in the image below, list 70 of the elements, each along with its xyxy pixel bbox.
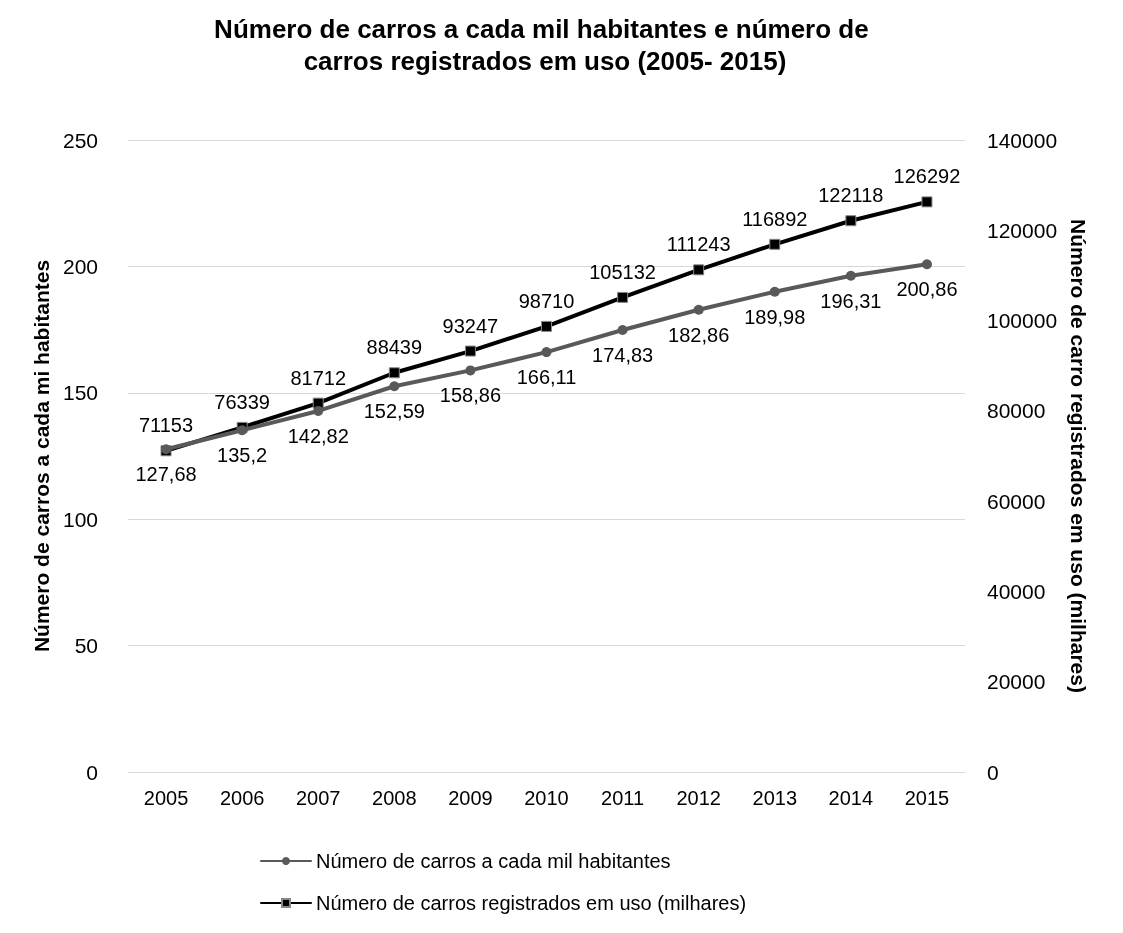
y-tick-label: 200: [62, 254, 98, 278]
x-tick-label: 2006: [219, 787, 265, 809]
data-label: 98710: [518, 289, 575, 312]
data-label: 127,68: [135, 463, 197, 486]
x-tick-label: 2013: [752, 787, 798, 809]
y-tick-label: 250: [62, 128, 98, 152]
data-label: 158,86: [439, 384, 501, 407]
point: [465, 365, 476, 376]
data-label: 111243: [666, 233, 731, 256]
data-label: 81712: [290, 366, 347, 389]
y-tick-label: 50: [74, 634, 98, 658]
y2-axis-title: Número de carro registrados em uso (milhares): [1066, 219, 1090, 693]
point: [313, 405, 324, 416]
point: [237, 425, 248, 436]
data-label: 71153: [138, 414, 194, 437]
point: [541, 320, 552, 332]
data-label: 174,83: [592, 344, 654, 367]
point: [845, 270, 856, 281]
y-axis-title: Número de carros a cada mi habitantes: [30, 259, 54, 653]
y2-tick-label: 40000: [987, 579, 1046, 603]
x-tick-label: 2014: [828, 787, 874, 809]
y-tick-label: 150: [62, 381, 98, 405]
point: [845, 215, 857, 227]
point: [769, 238, 781, 250]
x-tick-label: 2009: [448, 787, 493, 809]
x-tick-label: 2011: [601, 787, 645, 809]
data-label: 126292: [893, 165, 961, 188]
x-tick-label: 2010: [524, 787, 569, 809]
y2-tick-label: 0: [987, 760, 999, 784]
x-tick-label: 2008: [372, 787, 417, 809]
chart-title: Número de carros a cada mil habitantes e número de carros registrados em uso (2005- 2015): [214, 14, 876, 76]
data-label: 182,86: [668, 323, 730, 346]
x-tick-label: 2007: [295, 787, 341, 809]
point: [617, 291, 629, 303]
y2-tick-label: 120000: [987, 218, 1058, 242]
data-label: 152,59: [363, 400, 425, 423]
data-label: 105132: [589, 260, 656, 283]
y2-tick-label: 60000: [987, 489, 1046, 513]
data-label: 93247: [442, 314, 499, 337]
data-label: 189,98: [744, 305, 806, 328]
point: [769, 286, 780, 297]
y2-tick-label: 140000: [987, 128, 1058, 152]
data-label: 166,11: [516, 366, 577, 389]
legend-label: Número de carros registrados em uso (milhares): [316, 892, 747, 914]
data-label: 200,86: [896, 278, 958, 301]
point: [388, 367, 400, 379]
point: [693, 264, 705, 276]
x-tick-label: 2015: [904, 787, 950, 809]
y-tick-label: 0: [86, 760, 98, 784]
legend-label: Número de carros a cada mil habitantes: [316, 850, 671, 872]
point: [617, 325, 628, 336]
data-label: 135,2: [217, 444, 268, 467]
point: [541, 347, 552, 358]
y-tick-label: 100: [62, 507, 98, 531]
data-label: 116892: [742, 207, 808, 230]
y2-tick-label: 20000: [987, 670, 1046, 694]
y2-tick-label: 80000: [987, 399, 1046, 423]
x-tick-label: 2005: [143, 787, 189, 809]
y2-tick-label: 100000: [987, 309, 1058, 333]
x-tick-label: 2012: [676, 787, 721, 809]
data-label: 88439: [366, 336, 423, 359]
point: [693, 304, 704, 315]
data-label: 76339: [214, 390, 270, 413]
point: [464, 345, 476, 357]
point: [389, 381, 400, 392]
point: [921, 196, 933, 208]
data-label: 122118: [818, 184, 884, 207]
data-label: 142,82: [287, 424, 349, 447]
point: [921, 259, 932, 270]
data-label: 196,31: [820, 289, 882, 312]
